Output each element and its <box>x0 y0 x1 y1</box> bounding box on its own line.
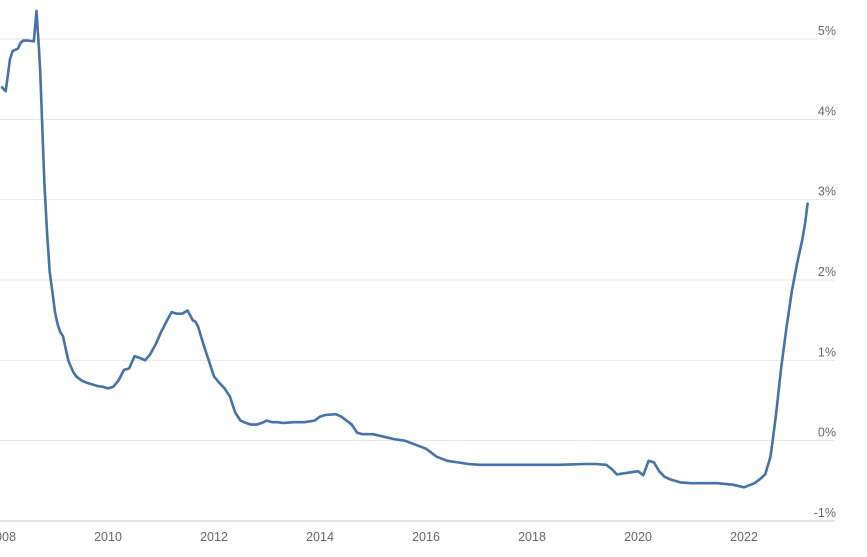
gridlines <box>0 38 835 442</box>
y-tick-label: 0% <box>818 426 836 440</box>
y-tick-label: 4% <box>818 104 836 118</box>
x-tick-label: 2010 <box>94 530 122 544</box>
y-tick-label: 3% <box>818 185 836 199</box>
x-tick-label: 2018 <box>518 530 546 544</box>
y-tick-label: 2% <box>818 265 836 279</box>
series-line <box>0 9 809 489</box>
x-tick-label: 2008 <box>0 530 16 544</box>
x-tick-label: 2016 <box>412 530 440 544</box>
x-tick-label: 2012 <box>200 530 228 544</box>
series-group <box>0 9 809 489</box>
y-tick-labels: 5% 4% 3% 2% 1% 0% -1% <box>814 24 836 520</box>
y-tick-label: -1% <box>814 506 836 520</box>
y-tick-label: 5% <box>818 24 836 38</box>
y-tick-label: 1% <box>818 345 836 359</box>
x-tick-label: 2022 <box>730 530 758 544</box>
x-tick-labels: 2008 2010 2012 2014 2016 2018 2020 2022 <box>0 530 758 544</box>
x-tick-label: 2014 <box>306 530 334 544</box>
x-tick-label: 2020 <box>624 530 652 544</box>
